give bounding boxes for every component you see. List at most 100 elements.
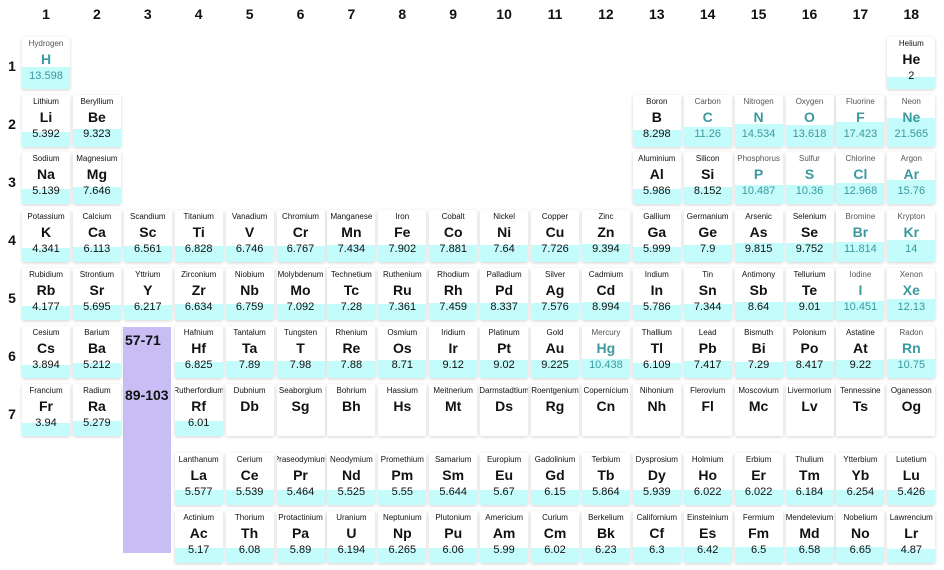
element-cell-na[interactable]: Sodium Na 5.139	[22, 152, 70, 204]
element-cell-au[interactable]: Gold Au 9.225	[531, 326, 579, 378]
element-cell-og[interactable]: Oganesson Og	[887, 384, 936, 436]
element-cell-md[interactable]: Mendelevium Md 6.58	[785, 511, 834, 563]
element-cell-al[interactable]: Aluminium Al 5.986	[632, 152, 681, 204]
element-cell-pu[interactable]: Plutonium Pu 6.06	[429, 511, 478, 563]
element-cell-db[interactable]: Dubnium Db	[225, 384, 274, 436]
element-cell-o[interactable]: Oxygen O 13.618	[785, 95, 834, 147]
element-cell-c[interactable]: Carbon C 11.26	[683, 95, 732, 147]
element-cell-fm[interactable]: Fermium Fm 6.5	[734, 511, 783, 563]
element-cell-ra[interactable]: Radium Ra 5.279	[72, 384, 121, 436]
element-cell-no[interactable]: Nobelium No 6.65	[836, 511, 885, 563]
element-cell-pb[interactable]: Lead Pb 7.417	[683, 326, 732, 378]
element-cell-at[interactable]: Astatine At 9.22	[836, 326, 885, 378]
element-cell-nh[interactable]: Nihonium Nh	[632, 384, 681, 436]
element-cell-hg[interactable]: Mercury Hg 10.438	[581, 326, 630, 378]
element-cell-eu[interactable]: Europium Eu 5.67	[480, 453, 529, 505]
element-cell-ni[interactable]: Nickel Ni 7.64	[480, 210, 529, 262]
element-cell-u[interactable]: Uranium U 6.194	[327, 511, 376, 563]
element-cell-mt[interactable]: Meitnerium Mt	[429, 384, 478, 436]
element-cell-cd[interactable]: Cadmium Cd 8.994	[581, 268, 630, 320]
element-cell-be[interactable]: Beryllium Be 9.323	[72, 95, 121, 147]
element-cell-ar[interactable]: Argon Ar 15.76	[887, 152, 936, 204]
element-cell-br[interactable]: Bromine Br 11.814	[836, 210, 885, 262]
element-cell-ag[interactable]: Silver Ag 7.576	[531, 268, 579, 320]
element-cell-bk[interactable]: Berkelium Bk 6.23	[581, 511, 630, 563]
element-cell-y[interactable]: Yttrium Y 6.217	[123, 268, 172, 320]
element-cell-fl[interactable]: Flerovium Fl	[683, 384, 732, 436]
element-cell-ho[interactable]: Holmium Ho 6.022	[683, 453, 732, 505]
element-cell-pd[interactable]: Palladium Pd 8.337	[480, 268, 529, 320]
element-cell-in[interactable]: Indium In 5.786	[632, 268, 681, 320]
element-cell-zn[interactable]: Zinc Zn 9.394	[581, 210, 630, 262]
element-cell-cf[interactable]: Californium Cf 6.3	[632, 511, 681, 563]
element-cell-re[interactable]: Rhenium Re 7.88	[327, 326, 376, 378]
element-cell-tm[interactable]: Thulium Tm 6.184	[785, 453, 834, 505]
element-cell-nb[interactable]: Niobium Nb 6.759	[225, 268, 274, 320]
element-cell-sg[interactable]: Seaborgium Sg	[276, 384, 325, 436]
element-cell-mc[interactable]: Moscovium Mc	[734, 384, 783, 436]
element-cell-rg[interactable]: Roentgenium Rg	[531, 384, 579, 436]
element-cell-dy[interactable]: Dysprosium Dy 5.939	[632, 453, 681, 505]
element-cell-es[interactable]: Einsteinium Es 6.42	[683, 511, 732, 563]
element-cell-i[interactable]: Iodine I 10.451	[836, 268, 885, 320]
element-cell-rh[interactable]: Rhodium Rh 7.459	[429, 268, 478, 320]
element-cell-he[interactable]: Helium He 2	[887, 37, 936, 89]
element-cell-pt[interactable]: Platinum Pt 9.02	[480, 326, 529, 378]
element-cell-sc[interactable]: Scandium Sc 6.561	[123, 210, 172, 262]
element-cell-tl[interactable]: Thallium Tl 6.109	[632, 326, 681, 378]
element-cell-tc[interactable]: Technetium Tc 7.28	[327, 268, 376, 320]
element-cell-mg[interactable]: Magnesium Mg 7.646	[72, 152, 121, 204]
element-cell-ga[interactable]: Gallium Ga 5.999	[632, 210, 681, 262]
element-cell-rn[interactable]: Radon Rn 10.75	[887, 326, 936, 378]
element-cell-po[interactable]: Polonium Po 8.417	[785, 326, 834, 378]
element-cell-os[interactable]: Osmium Os 8.71	[378, 326, 427, 378]
actinide-series-label[interactable]: 89-103	[125, 387, 169, 403]
element-cell-yb[interactable]: Ytterbium Yb 6.254	[836, 453, 885, 505]
element-cell-bi[interactable]: Bismuth Bi 7.29	[734, 326, 783, 378]
element-cell-t[interactable]: Tungsten T 7.98	[276, 326, 325, 378]
element-cell-co[interactable]: Cobalt Co 7.881	[429, 210, 478, 262]
element-cell-fe[interactable]: Iron Fe 7.902	[378, 210, 427, 262]
element-cell-ts[interactable]: Tennessine Ts	[836, 384, 885, 436]
element-cell-ca[interactable]: Calcium Ca 6.113	[72, 210, 121, 262]
element-cell-cs[interactable]: Cesium Cs 3.894	[22, 326, 70, 378]
element-cell-sm[interactable]: Samarium Sm 5.644	[429, 453, 478, 505]
element-cell-pm[interactable]: Promethium Pm 5.55	[378, 453, 427, 505]
element-cell-rf[interactable]: Rutherfordium Rf 6.01	[174, 384, 223, 436]
element-cell-ge[interactable]: Germanium Ge 7.9	[683, 210, 732, 262]
element-cell-b[interactable]: Boron B 8.298	[632, 95, 681, 147]
element-cell-pa[interactable]: Protactinium Pa 5.89	[276, 511, 325, 563]
element-cell-zr[interactable]: Zirconium Zr 6.634	[174, 268, 223, 320]
element-cell-ru[interactable]: Ruthenium Ru 7.361	[378, 268, 427, 320]
element-cell-k[interactable]: Potassium K 4.341	[22, 210, 70, 262]
element-cell-ta[interactable]: Tantalum Ta 7.89	[225, 326, 274, 378]
element-cell-cr[interactable]: Chromium Cr 6.767	[276, 210, 325, 262]
element-cell-gd[interactable]: Gadolinium Gd 6.15	[531, 453, 579, 505]
element-cell-p[interactable]: Phosphorus P 10.487	[734, 152, 783, 204]
element-cell-ir[interactable]: Iridium Ir 9.12	[429, 326, 478, 378]
element-cell-rb[interactable]: Rubidium Rb 4.177	[22, 268, 70, 320]
lanthanide-series-label[interactable]: 57-71	[125, 332, 161, 348]
element-cell-er[interactable]: Erbium Er 6.022	[734, 453, 783, 505]
element-cell-s[interactable]: Sulfur S 10.36	[785, 152, 834, 204]
element-cell-nd[interactable]: Neodymium Nd 5.525	[327, 453, 376, 505]
element-cell-cn[interactable]: Copernicium Cn	[581, 384, 630, 436]
element-cell-th[interactable]: Thorium Th 6.08	[225, 511, 274, 563]
element-cell-sb[interactable]: Antimony Sb 8.64	[734, 268, 783, 320]
element-cell-cm[interactable]: Curium Cm 6.02	[531, 511, 579, 563]
element-cell-n[interactable]: Nitrogen N 14.534	[734, 95, 783, 147]
element-cell-ac[interactable]: Actinium Ac 5.17	[174, 511, 223, 563]
element-cell-sr[interactable]: Strontium Sr 5.695	[72, 268, 121, 320]
element-cell-si[interactable]: Silicon Si 8.152	[683, 152, 732, 204]
element-cell-ds[interactable]: Darmstadtium Ds	[480, 384, 529, 436]
element-cell-h[interactable]: Hydrogen H 13.598	[22, 37, 70, 89]
element-cell-lr[interactable]: Lawrencium Lr 4.87	[887, 511, 936, 563]
element-cell-mn[interactable]: Manganese Mn 7.434	[327, 210, 376, 262]
element-cell-li[interactable]: Lithium Li 5.392	[22, 95, 70, 147]
element-cell-ba[interactable]: Barium Ba 5.212	[72, 326, 121, 378]
element-cell-lu[interactable]: Lutetium Lu 5.426	[887, 453, 936, 505]
element-cell-hs[interactable]: Hassium Hs	[378, 384, 427, 436]
element-cell-bh[interactable]: Bohrium Bh	[327, 384, 376, 436]
element-cell-tb[interactable]: Terbium Tb 5.864	[581, 453, 630, 505]
element-cell-te[interactable]: Tellurium Te 9.01	[785, 268, 834, 320]
